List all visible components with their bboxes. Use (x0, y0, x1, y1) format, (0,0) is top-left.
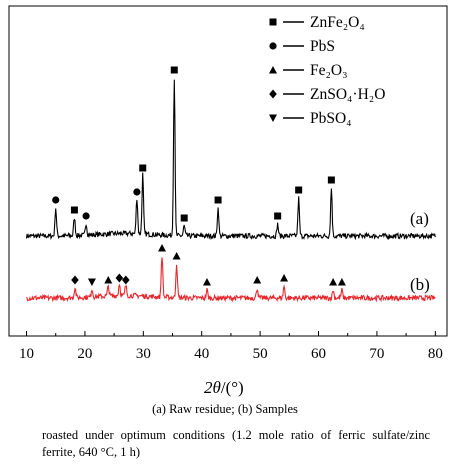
peak-marker-b-9 (280, 274, 289, 282)
x-axis-label-unit: /(°) (221, 378, 244, 397)
peak-marker-a-2 (82, 212, 90, 220)
series-label-a: (a) (410, 209, 429, 228)
x-tick-label-40: 40 (194, 346, 209, 362)
peak-marker-a-5 (170, 66, 178, 74)
legend-label-2: Fe₂O₃ (310, 62, 348, 79)
legend-label-4: PbSO₄ (310, 110, 352, 127)
peak-marker-a-6 (180, 214, 188, 222)
peak-marker-b-2 (104, 276, 113, 284)
peak-marker-a-10 (327, 176, 335, 184)
diffraction-traces (25, 79, 436, 303)
legend-label-0: ZnFe₂O₄ (310, 14, 365, 31)
peak-marker-b-10 (329, 278, 338, 286)
peak-marker-a-9 (295, 186, 303, 194)
peak-marker-b-6 (172, 252, 181, 260)
peak-marker-b-4 (122, 275, 130, 285)
x-tick-label-10: 10 (19, 346, 34, 362)
peak-marker-a-4 (139, 164, 147, 172)
peak-marker-b-11 (337, 278, 346, 286)
peak-marker-a-3 (133, 188, 141, 196)
xrd-chart: 10 20 30 40 50 60 70 80 ZnFe₂O₄ PbS Fe₂O₃ ZnSO₄·H₂… (8, 5, 448, 397)
plot-frame (8, 5, 448, 337)
series-label-b: (b) (410, 275, 430, 294)
peak-marker-b-0 (71, 275, 79, 285)
peak-marker-b-5 (158, 244, 167, 252)
legend: ZnFe₂O₄ PbS Fe₂O₃ ZnSO₄·H₂O PbSO₄ (269, 14, 385, 127)
peak-marker-b-3 (115, 273, 124, 283)
x-axis-label: 2θ/(°) (204, 378, 244, 397)
x-tick-label-20: 20 (77, 346, 92, 362)
x-axis-ticks: 10 20 30 40 50 60 70 80 (19, 331, 443, 362)
x-tick-label-60: 60 (311, 346, 326, 362)
peak-marker-a-7 (214, 196, 222, 204)
legend-label-1: PbS (310, 38, 335, 55)
legend-marker-circle (269, 42, 277, 50)
x-tick-label-30: 30 (136, 346, 151, 362)
legend-label-3: ZnSO₄·H₂O (310, 86, 385, 103)
x-axis-label-main: 2θ (204, 378, 221, 397)
legend-marker-diamond (269, 89, 277, 99)
legend-marker-tri-down (269, 114, 277, 122)
peak-marker-b-7 (202, 278, 211, 286)
peak-marker-a-8 (274, 212, 282, 220)
legend-marker-triangle (269, 66, 277, 74)
x-tick-label-50: 50 (253, 346, 268, 362)
peak-marker-a-1 (70, 206, 78, 214)
peak-marker-b-1 (87, 278, 96, 286)
x-tick-label-80: 80 (428, 346, 443, 362)
legend-marker-square (269, 18, 277, 26)
phase-markers (52, 66, 346, 286)
peak-marker-b-8 (253, 276, 262, 284)
figure-caption-line2: roasted under optimum conditions (1.2 mo… (42, 428, 430, 459)
trace-a (25, 79, 436, 241)
figure-caption-line1: (a) Raw residue; (b) Samples (152, 402, 298, 416)
trace-b (26, 257, 436, 303)
peak-marker-a-0 (52, 196, 60, 204)
x-tick-label-70: 70 (369, 346, 384, 362)
